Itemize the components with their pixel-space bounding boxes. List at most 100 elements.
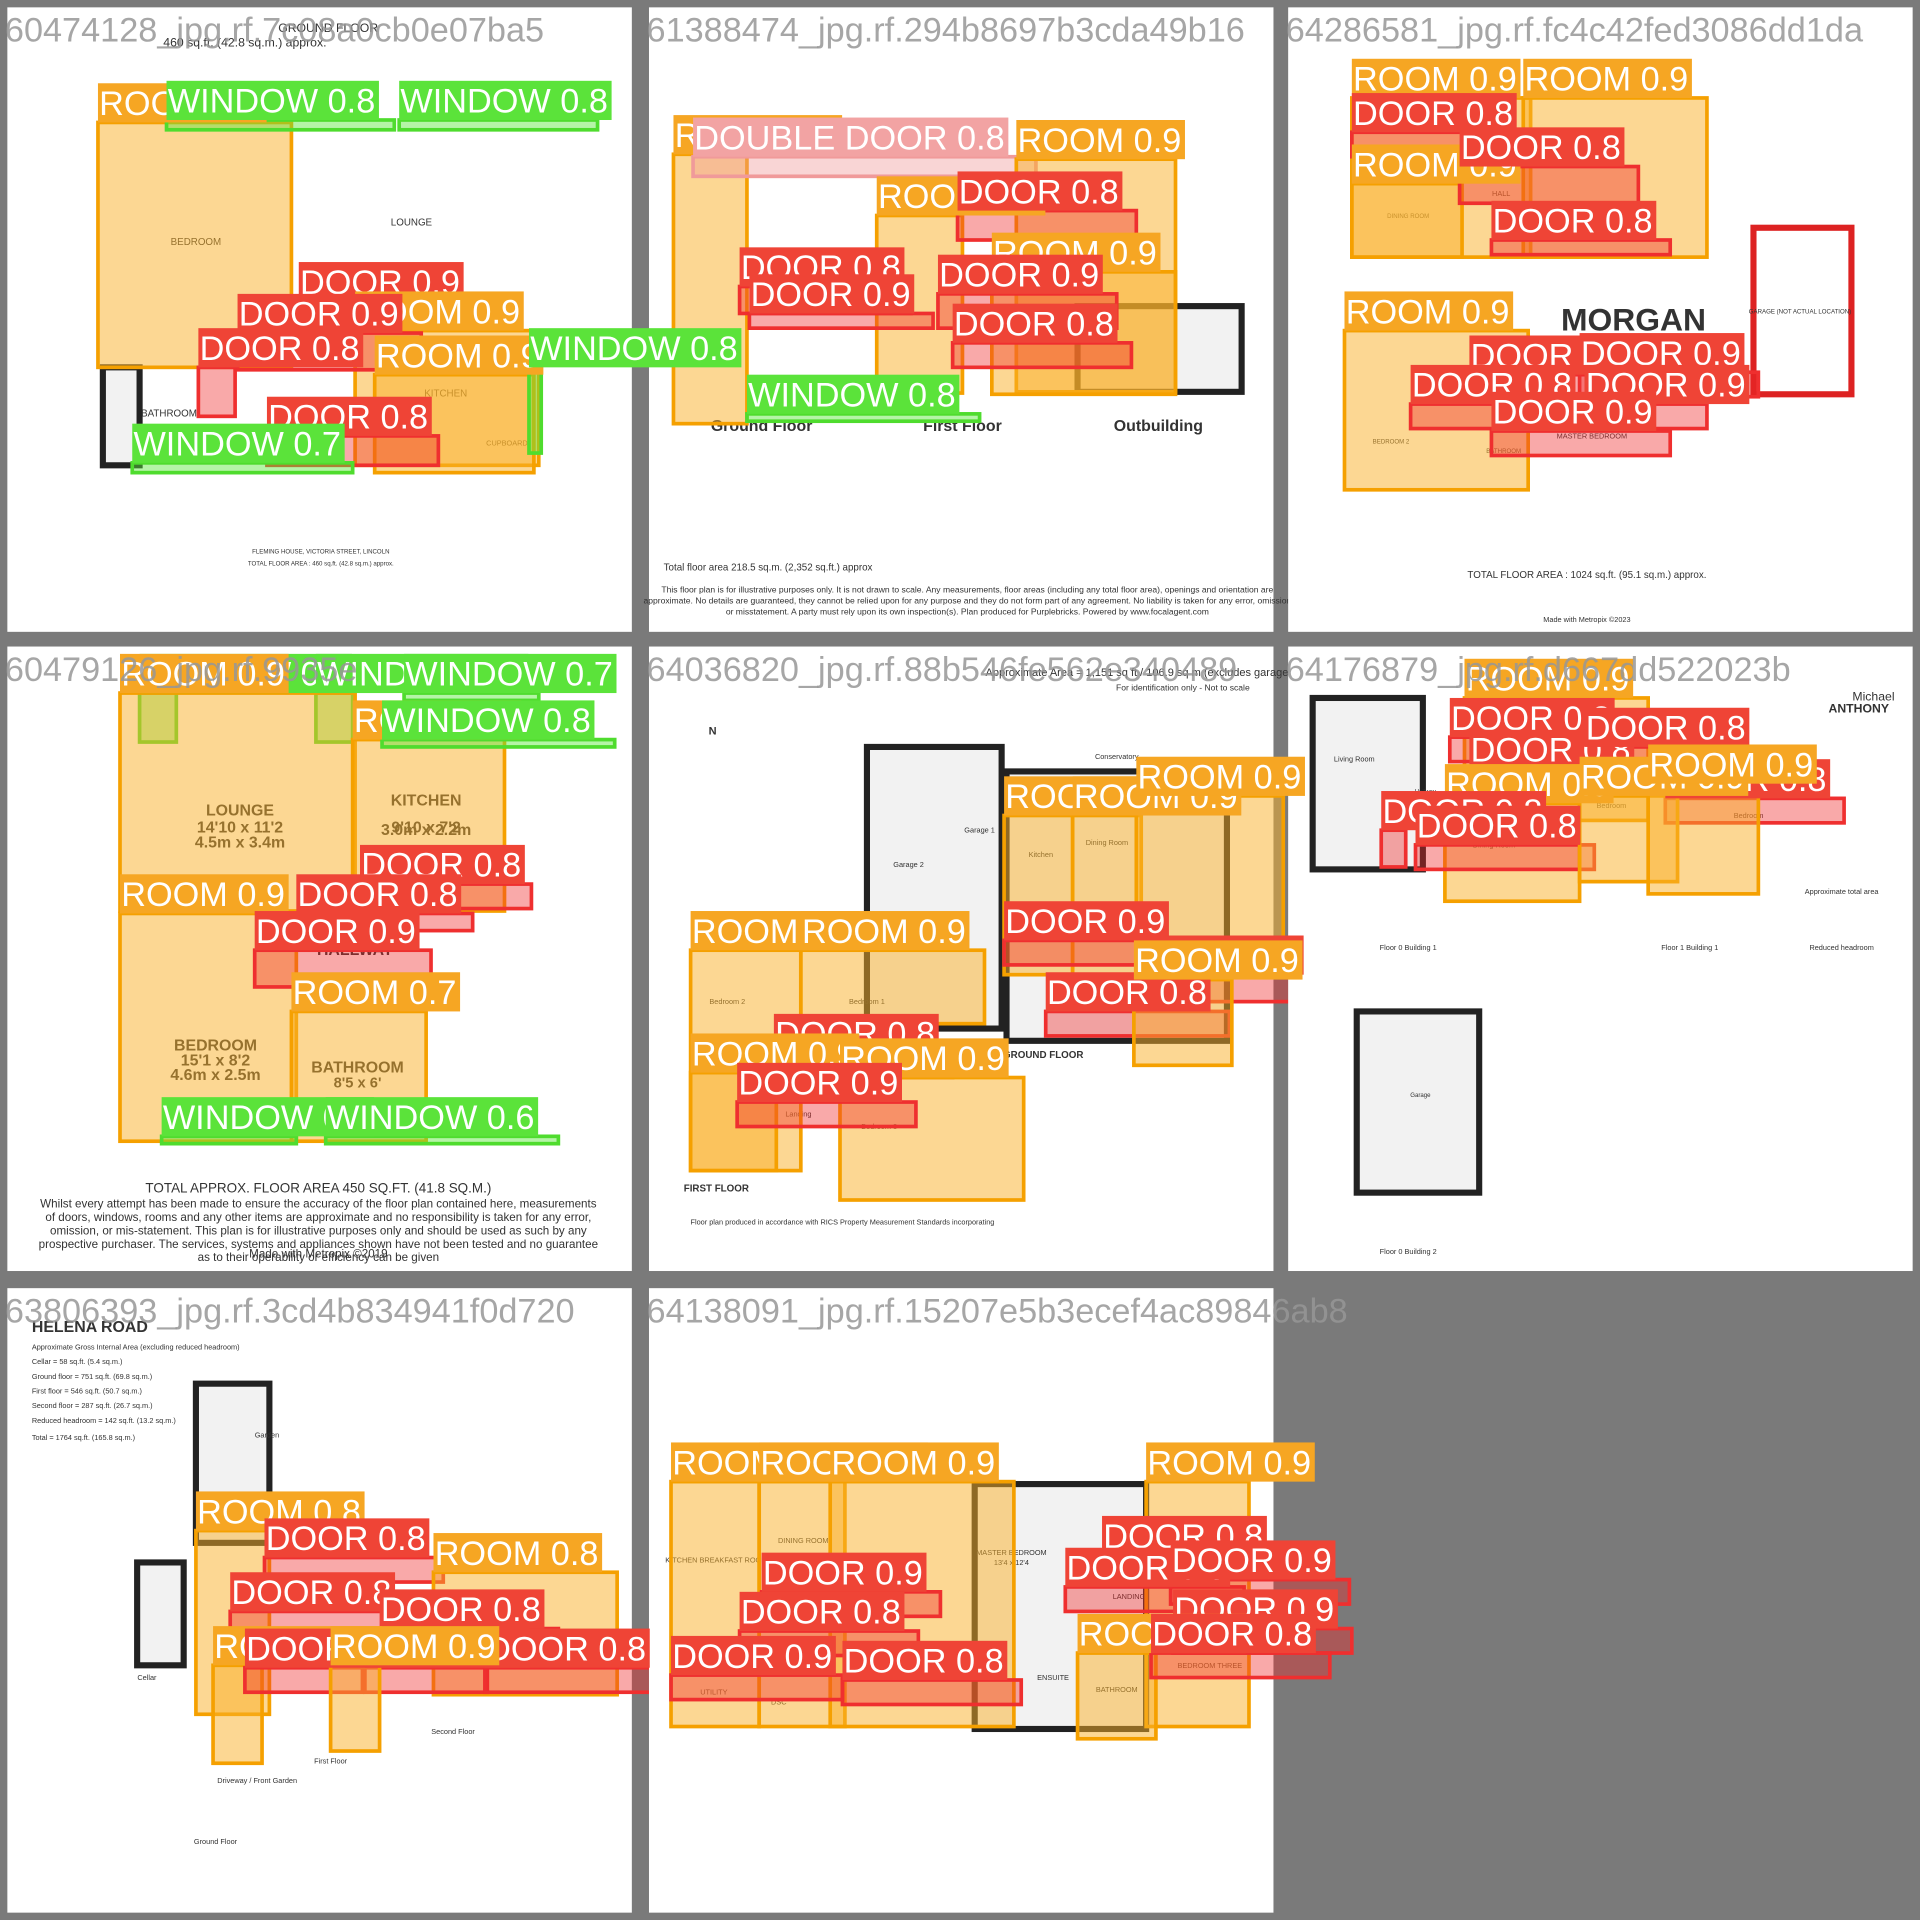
plan-label: FIRST FLOOR — [684, 1183, 749, 1194]
detection-label: DOOR 0.8 — [1417, 808, 1577, 846]
detection-box — [745, 412, 982, 424]
plan-label: GARAGE (NOT ACTUAL LOCATION) — [1749, 308, 1851, 315]
detection-label: DOOR 0.8 — [200, 330, 360, 368]
detection-tag — [379, 1589, 545, 1629]
plan-label: Garage — [1410, 1092, 1431, 1099]
plan-label: Cellar = 58 sq.ft. (5.4 sq.m.) — [32, 1357, 123, 1366]
detection-label: WINDOW 0.7 — [405, 656, 613, 694]
plan-label: Floor plan produced in accordance with R… — [691, 1217, 995, 1226]
detection-tag — [1344, 291, 1514, 331]
detection-tag — [1151, 1613, 1316, 1654]
detection-label: DOUBLE DOOR 0.8 — [694, 119, 1004, 157]
detection-label: DOOR 0.8 — [959, 173, 1119, 211]
detection-label: DOOR 0.8 — [266, 1520, 426, 1558]
detection-tag — [484, 1628, 650, 1668]
plan-label: Approximate Area = 1,151 sq ft / 106.9 s… — [986, 667, 1292, 679]
tiles: GROUND FLOOR 460 sq.ft. (42.8 sq.m.) appr… — [5, 7, 1913, 1913]
plan-label: Total floor area 218.5 sq.m. (2,352 sq.f… — [664, 563, 873, 574]
detection-label: DOOR 0.9 — [763, 1554, 923, 1592]
detection-label: DOOR 0.8 — [486, 1630, 646, 1668]
plan-label: N — [709, 726, 717, 738]
plan-label: Floor 1 Building 1 — [1661, 943, 1718, 952]
detection-label: DOOR 0.8 — [1152, 1616, 1312, 1654]
plan-label: GROUND FLOOR — [1003, 1050, 1083, 1061]
plan-label: ENSUITE — [1037, 1673, 1069, 1682]
plan-label: First Floor — [314, 1756, 348, 1765]
file-name: 60474128_jpg.rf.7c08a0cb0e07ba5 — [5, 12, 544, 50]
detection-tag — [330, 1626, 500, 1666]
plan-label: Floor 0 Building 1 — [1380, 943, 1437, 952]
plan-label: Garden — [255, 1431, 279, 1440]
file-name: 64176879_jpg.rf.d667dd522023b — [1286, 651, 1791, 689]
detection-tag — [1170, 1540, 1336, 1580]
detection-tag — [528, 328, 742, 368]
detection-label: DOOR 0.8 — [1493, 203, 1653, 241]
detection-label: DOOR 0.8 — [381, 1591, 541, 1629]
detection-label: DOOR 0.8 — [1047, 974, 1207, 1012]
plan-label: MASTER BEDROOM — [1557, 431, 1627, 440]
plan-label: Cellar — [137, 1673, 157, 1682]
plan-label: of doors, windows, rooms and any other i… — [45, 1211, 591, 1224]
detection-tag — [1016, 120, 1185, 160]
detection-box — [1075, 1651, 1158, 1741]
detection-box — [1002, 813, 1075, 977]
detection-tag — [830, 1442, 999, 1482]
file-name: 63806393_jpg.rf.3cd4b834941f0d720 — [5, 1292, 575, 1330]
wall — [134, 1559, 187, 1669]
detection-label: DOOR 0.9 — [751, 276, 911, 314]
detection-label: ROOM 0.7 — [293, 974, 457, 1012]
detection-tag — [800, 911, 970, 951]
detection-box — [1489, 238, 1673, 257]
detection-label: DOOR 0.9 — [1005, 903, 1165, 941]
file-name: 64036820_jpg.rf.88b546fe562e340489 — [647, 651, 1238, 689]
detection-label: ROOM 0.9 — [1466, 661, 1630, 699]
wall — [1750, 224, 1855, 398]
detection-tag — [1459, 127, 1625, 167]
detection-tag — [382, 700, 595, 740]
detection-tag — [746, 374, 960, 414]
plan-label: Outbuilding — [1114, 418, 1203, 435]
detection-label: WINDOW 0.8 — [748, 377, 956, 415]
detection-box — [798, 948, 987, 1026]
detection-label: ROOM 0.9 — [1135, 942, 1299, 980]
plan-label: Approximate total area — [1805, 887, 1880, 896]
detection-box — [1379, 828, 1408, 869]
detection-box — [671, 152, 749, 426]
plan-label: or misstatement. A party must rely upon … — [726, 607, 1209, 617]
detection-tag — [433, 1533, 603, 1573]
detection-tag — [749, 274, 915, 314]
plan-label: Whilst every attempt has been made to en… — [40, 1197, 597, 1210]
detection-box — [1350, 181, 1464, 259]
detection-label: DOOR 0.9 — [256, 913, 416, 951]
plan-label: Conservatory — [1095, 752, 1139, 761]
detection-box — [527, 365, 544, 455]
plan-label: omission, or mis-statement. This plan is… — [50, 1224, 587, 1237]
detection-label: ROOM 0.9 — [1018, 122, 1182, 160]
plan-label: Driveway / Front Garden — [217, 1776, 297, 1785]
detection-label: DOOR 0.8 — [844, 1643, 1004, 1681]
detection-box — [323, 1134, 561, 1146]
detection-label: ROOM 0.9 — [376, 337, 540, 375]
detection-box — [211, 1663, 264, 1766]
detection-tag — [1146, 1442, 1315, 1482]
plan-label: 460 sq.ft. (42.8 sq.m.) approx. — [163, 36, 326, 50]
detection-label: DOOR 0.8 — [1353, 95, 1513, 133]
plan-label: prospective purchaser. The services, sys… — [39, 1238, 598, 1251]
plan-label: Second floor = 287 sq.ft. (26.7 sq.m.) — [32, 1401, 153, 1410]
detection-tag — [1491, 200, 1657, 240]
plan-label: HELENA ROAD — [32, 1319, 148, 1336]
plan-label: FLEMING HOUSE, VICTORIA STREET, LINCOLN — [252, 548, 389, 555]
detection-box — [363, 1665, 490, 1695]
detection-tag — [1491, 391, 1657, 432]
detection-tag — [254, 911, 420, 951]
detection-tag — [957, 171, 1123, 211]
detection-label: ROOM 0.9 — [1147, 1444, 1311, 1482]
detection-tag — [120, 653, 289, 694]
detection-label: DOOR 0.8 — [1586, 710, 1746, 748]
plan-label: Reduced headroom — [1809, 943, 1873, 952]
plan-label: as to their operability or efficiency ca… — [198, 1251, 439, 1264]
detection-tag — [132, 423, 345, 463]
detection-label: ROOM 0.9 — [332, 1628, 496, 1666]
detection-tag — [1004, 901, 1169, 941]
detection-tag — [693, 117, 1009, 157]
